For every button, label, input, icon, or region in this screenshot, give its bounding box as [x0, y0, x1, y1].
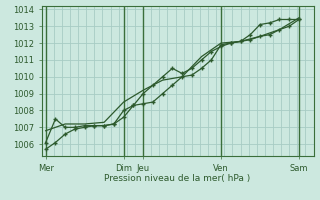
X-axis label: Pression niveau de la mer( hPa ): Pression niveau de la mer( hPa ): [104, 174, 251, 183]
